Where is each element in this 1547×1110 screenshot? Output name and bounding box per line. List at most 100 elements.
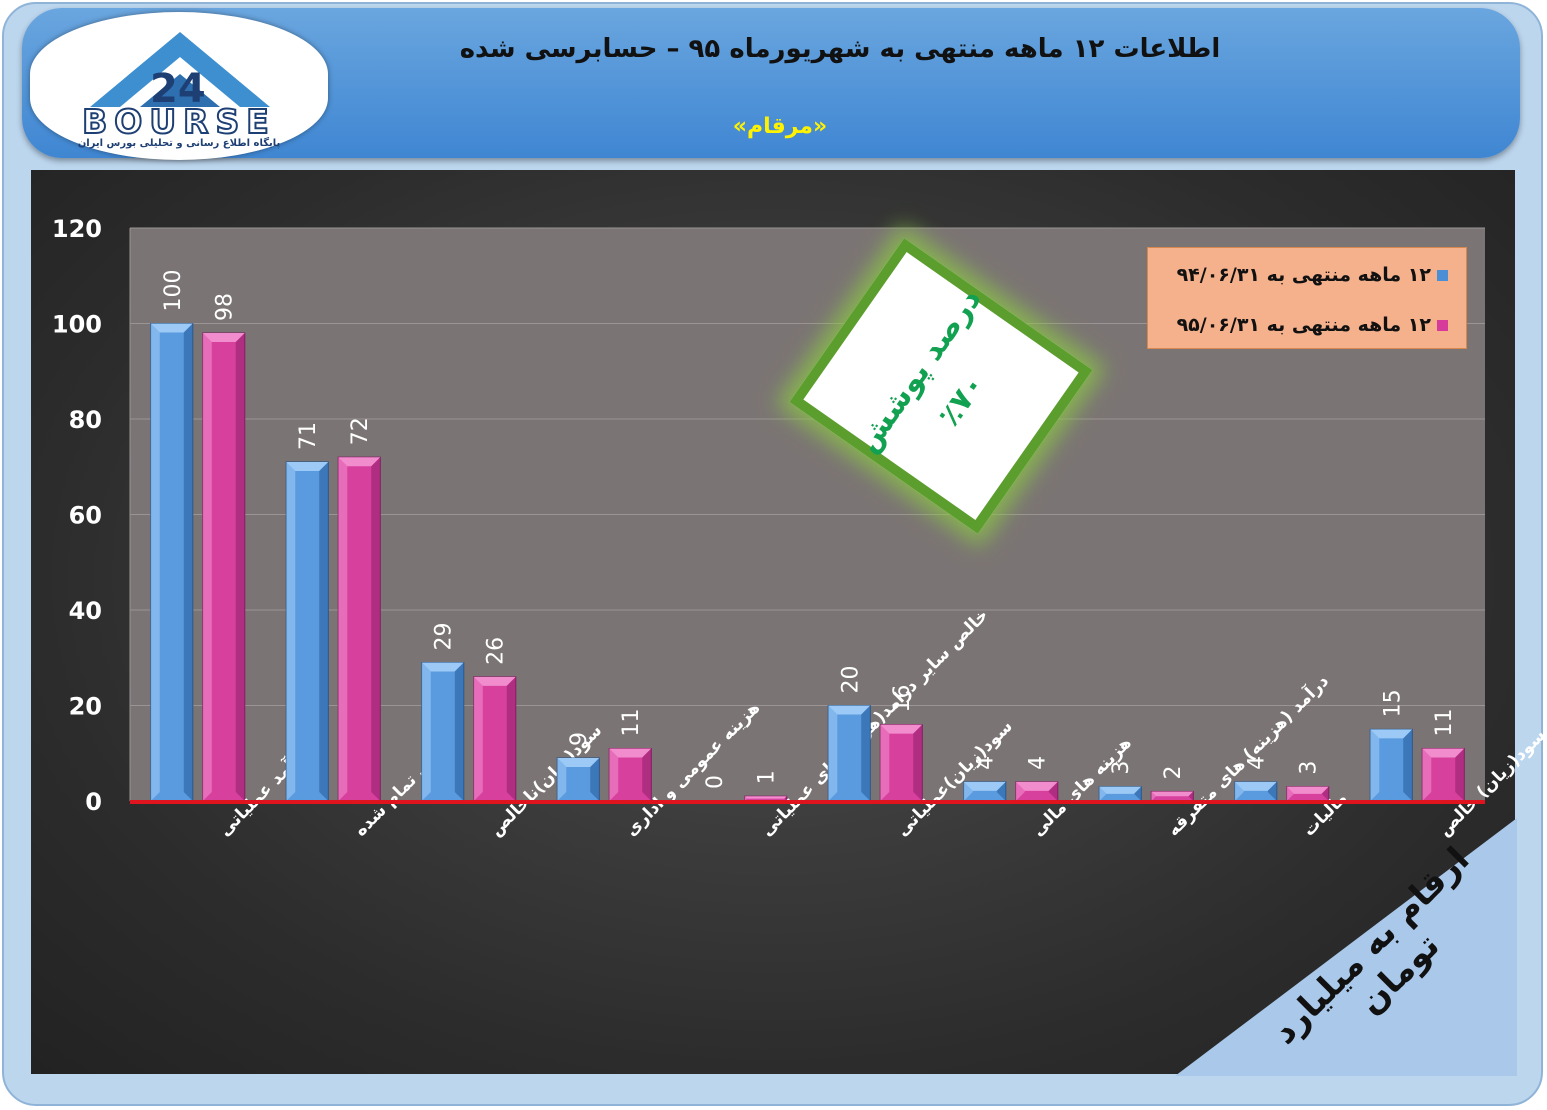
logo-wordmark: BOURSE <box>81 101 276 142</box>
bar-bevel-left <box>880 724 890 801</box>
bar-bevel-right <box>1267 781 1277 801</box>
bar-bevel-top <box>1234 781 1277 791</box>
data-label: 3 <box>1297 761 1322 775</box>
data-label: 71 <box>296 422 321 450</box>
y-tick-label: 80 <box>69 406 102 434</box>
y-tick-label: 100 <box>52 311 102 339</box>
bar-bevel-top <box>286 461 329 471</box>
data-label: 72 <box>348 417 373 445</box>
bar-bevel-right <box>1455 748 1465 801</box>
y-tick-label: 0 <box>85 788 102 816</box>
bar-bevel-top <box>1099 786 1142 794</box>
bar-bevel-left <box>557 758 567 801</box>
data-label: 100 <box>161 270 186 312</box>
bar-bevel-right <box>590 758 600 801</box>
legend-label: ۱۲ ماهه منتهی به ۹۴/۰۶/۳۱ <box>1176 264 1431 286</box>
logo-subtitle: پایگاه اطلاع رسانی و تحلیلی بورس ایران <box>77 138 281 149</box>
bar-bevel-left <box>828 705 838 801</box>
bar-bevel-top <box>1015 781 1058 791</box>
bar-bevel-left <box>609 748 619 801</box>
bar-bevel-right <box>454 662 464 801</box>
bar-bevel-left <box>1370 729 1380 801</box>
bar-bevel-right <box>1048 781 1058 801</box>
bar-bevel-left <box>1286 786 1294 801</box>
data-label: 0 <box>703 775 728 789</box>
coverage-badge: درصد پوشش ٪۷۰ <box>789 238 1093 534</box>
svg-text:24: 24 <box>150 66 206 112</box>
y-tick-label: 60 <box>69 502 102 530</box>
data-label: 2 <box>1161 765 1186 779</box>
bar-bevel-left <box>963 781 973 801</box>
bar-bevel-left <box>1015 781 1025 801</box>
data-label: 4 <box>974 756 999 770</box>
legend-swatch <box>1437 319 1448 331</box>
chart-legend: ۱۲ ماهه منتهی به ۹۴/۰۶/۳۱ ۱۲ ماهه منتهی … <box>1147 247 1467 349</box>
bar-bevel-left <box>744 796 748 801</box>
y-tick-label: 20 <box>69 693 102 721</box>
bar-bevel-right <box>235 333 245 801</box>
company-subtitle: «مرقام» <box>732 114 828 139</box>
logo-mark-icon: 24 <box>90 32 270 112</box>
bar-bevel-right <box>1134 786 1142 801</box>
bar-bevel-left <box>1099 786 1107 801</box>
legend-item: ۱۲ ماهه منتهی به ۹۵/۰۶/۳۱ <box>1148 310 1448 340</box>
legend-swatch <box>1437 269 1448 281</box>
bar-bevel-left <box>1151 791 1157 801</box>
bar-bevel-top <box>1151 791 1194 797</box>
data-label: 11 <box>619 708 644 736</box>
bar-bevel-top <box>150 323 193 333</box>
bar-bevel-top <box>880 724 923 734</box>
data-label: 9 <box>567 732 592 746</box>
bar-bevel-right <box>1403 729 1413 801</box>
bar-bevel-top <box>609 748 652 758</box>
bar-bevel-top <box>338 457 381 467</box>
bar-bevel-left <box>421 662 431 801</box>
data-label: 3 <box>1109 761 1134 775</box>
bar-bevel-left <box>473 676 483 801</box>
data-label: 1 <box>755 770 780 784</box>
bar-bevel-right <box>861 705 871 801</box>
bar-bevel-right <box>1188 791 1194 801</box>
bar-bevel-left <box>150 323 160 801</box>
bar-bevel-top <box>1370 729 1413 739</box>
logo: 24 <box>30 12 328 160</box>
legend-label: ۱۲ ماهه منتهی به ۹۵/۰۶/۳۱ <box>1176 314 1431 336</box>
bar-bevel-top <box>473 676 516 686</box>
bar-bevel-top <box>1422 748 1465 758</box>
data-label: 29 <box>432 623 457 651</box>
page-title: اطلاعات ۱۲ ماهه منتهی به شهریورماه ۹۵ – … <box>459 34 1221 64</box>
y-tick-label: 120 <box>52 215 102 243</box>
bar-bevel-top <box>1286 786 1329 794</box>
bar-bevel-top <box>557 758 600 768</box>
bar-bevel-right <box>319 461 329 801</box>
bar-bevel-top <box>202 333 245 343</box>
bar-bevel-top <box>963 781 1006 791</box>
bar-bevel-top <box>744 796 787 799</box>
bar-bevel-right <box>784 796 787 801</box>
data-label: 20 <box>838 666 863 694</box>
bar-bevel-right <box>371 457 381 801</box>
bar-bevel-left <box>286 461 296 801</box>
data-label: 11 <box>1432 708 1457 736</box>
data-label: 98 <box>213 293 238 321</box>
bar-bevel-top <box>421 662 464 672</box>
bar-bevel-right <box>642 748 652 801</box>
data-label: 16 <box>890 685 915 713</box>
bar-bevel-left <box>202 333 212 801</box>
bar-bevel-left <box>1422 748 1432 801</box>
bar-bevel-right <box>183 323 193 801</box>
data-label: 15 <box>1380 689 1405 717</box>
bar-bevel-right <box>996 781 1006 801</box>
y-tick-label: 40 <box>69 597 102 625</box>
data-label: 26 <box>484 637 509 665</box>
bar-bevel-right <box>913 724 923 801</box>
data-label: 4 <box>1026 756 1051 770</box>
bar-bevel-left <box>338 457 348 801</box>
data-label: 4 <box>1245 756 1270 770</box>
legend-item: ۱۲ ماهه منتهی به ۹۴/۰۶/۳۱ <box>1148 260 1448 290</box>
bar-bevel-right <box>506 676 516 801</box>
bar-bevel-top <box>828 705 871 715</box>
bar-bevel-left <box>1234 781 1244 801</box>
bar-bevel-right <box>1321 786 1329 801</box>
